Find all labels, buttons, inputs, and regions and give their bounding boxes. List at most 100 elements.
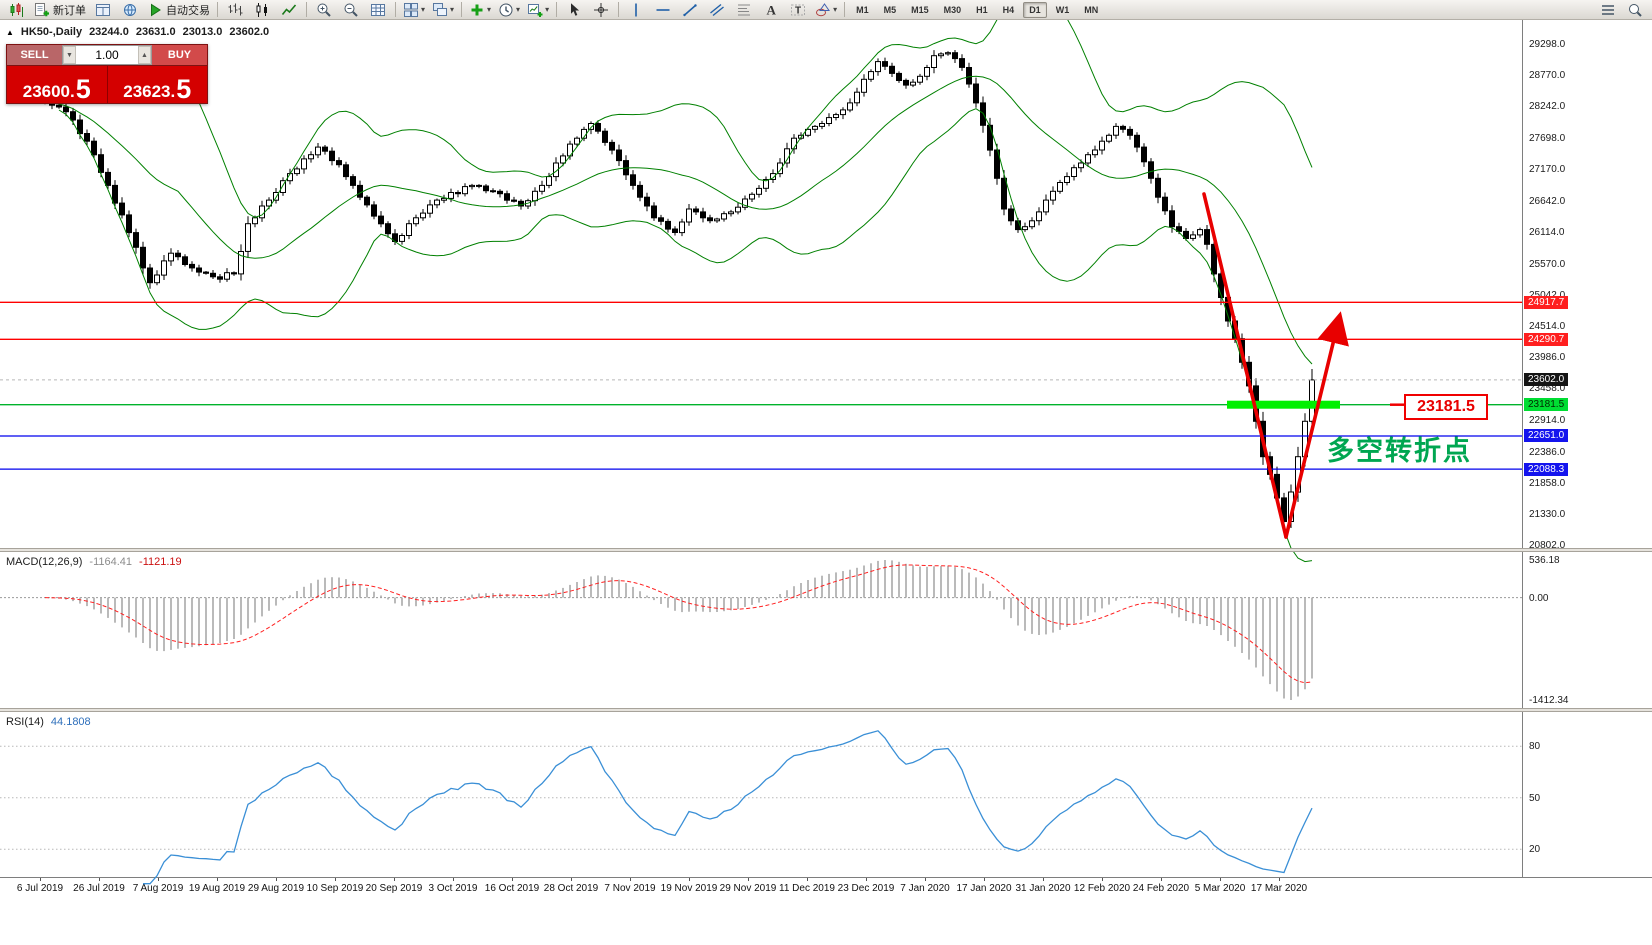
- price-axis[interactable]: 29298.0 28770.0 28242.0 27698.0 27170.0 26642…: [1522, 20, 1652, 877]
- chevron-down-icon: ▾: [545, 5, 550, 14]
- timeframe-M5-button[interactable]: M5: [883, 4, 897, 15]
- price-axis-tick: 22914.0: [1529, 415, 1566, 426]
- time-axis-label: 26 Jul 2019: [73, 883, 125, 894]
- new-chart-button[interactable]: [4, 0, 30, 20]
- price-axis-tick: 29298.0: [1529, 39, 1566, 50]
- crosshair-button[interactable]: [588, 0, 614, 20]
- price-axis-tick: 26114.0: [1529, 227, 1565, 238]
- toolbar-separator: [844, 2, 846, 17]
- line-chart-button[interactable]: [276, 0, 302, 20]
- cursor-button[interactable]: [561, 0, 587, 20]
- price-axis-tick: 28770.0: [1529, 70, 1566, 81]
- volume-decrease-button[interactable]: ▼: [63, 46, 76, 64]
- time-axis-label: 28 Oct 2019: [543, 883, 599, 894]
- tile-windows-button[interactable]: [365, 0, 391, 20]
- low-value: 23013.0: [182, 26, 223, 38]
- one-click-collapse-button[interactable]: ▲: [6, 27, 14, 37]
- timeframe-M30-button[interactable]: M30: [943, 4, 962, 15]
- time-axis-tick: [1220, 878, 1221, 881]
- panel-splitter[interactable]: [0, 548, 1652, 552]
- time-axis-label: 19 Nov 2019: [660, 883, 718, 894]
- toolbar: 新订单 自动交易 ▾ ▾ ▾ ▾ ▾ A T ▾ M1 M5 M15 M30 H1 H4 D1 W1 MN: [0, 0, 1652, 20]
- line-chart-icon: [281, 3, 297, 15]
- time-axis-tick: [40, 878, 41, 881]
- rsi-axis-label: 50: [1529, 793, 1541, 804]
- time-axis-tick: [453, 878, 454, 881]
- buy-button[interactable]: BUY: [152, 45, 207, 65]
- macd-axis-label: -1412.34: [1529, 695, 1569, 706]
- zoom-out-button[interactable]: [338, 0, 364, 20]
- timeframe-M1-button[interactable]: M1: [856, 4, 869, 15]
- price-marker-current: 23602.0: [1524, 373, 1569, 386]
- list-icon: [1602, 4, 1614, 15]
- equidistant-channel-button[interactable]: [704, 0, 730, 20]
- text-button[interactable]: A: [758, 0, 784, 20]
- time-axis-tick: [925, 878, 926, 881]
- time-axis-label: 23 Dec 2019: [837, 883, 895, 894]
- price-axis-tick: 22386.0: [1529, 447, 1566, 458]
- trendline-button[interactable]: [677, 0, 703, 20]
- volume-input[interactable]: [76, 46, 138, 64]
- cascade-icon: [433, 2, 448, 16]
- time-axis-label: 17 Mar 2020: [1250, 883, 1308, 894]
- time-axis[interactable]: 6 Jul 2019 26 Jul 2019 7 Aug 2019 19 Aug 20…: [0, 877, 1652, 945]
- bar-chart-button[interactable]: [222, 0, 248, 20]
- symbol-period-label: HK50-,Daily: [20, 26, 83, 38]
- cascade-windows-button[interactable]: ▾: [429, 0, 457, 20]
- macd-header: MACD(12,26,9) -1164.41 -1121.19: [6, 556, 182, 568]
- vline-icon: [635, 3, 637, 16]
- timeframe-M15-button[interactable]: M15: [911, 4, 929, 15]
- price-marker-blue: 22651.0: [1524, 429, 1569, 442]
- fibonacci-button[interactable]: [731, 0, 757, 20]
- macd-indicator-panel[interactable]: [0, 552, 1522, 708]
- volume-increase-button[interactable]: ▲: [138, 46, 151, 64]
- sell-price-button[interactable]: 23600. 5: [7, 66, 107, 103]
- zoom-in-button[interactable]: [311, 0, 337, 20]
- horizontal-line-button[interactable]: [650, 0, 676, 20]
- auto-trading-button[interactable]: 自动交易: [144, 0, 213, 20]
- shapes-button[interactable]: ▾: [812, 0, 840, 20]
- periods-button[interactable]: ▾: [495, 0, 523, 20]
- templates-button[interactable]: ▾: [524, 0, 552, 20]
- panel-splitter[interactable]: [0, 708, 1652, 712]
- toolbar-separator: [556, 2, 558, 17]
- text-label-button[interactable]: T: [785, 0, 811, 20]
- candlestick-chart-button[interactable]: [249, 0, 275, 20]
- macd-axis-label: 536.18: [1529, 555, 1560, 566]
- vertical-line-button[interactable]: [623, 0, 649, 20]
- high-value: 23631.0: [135, 26, 176, 38]
- time-axis-tick: [394, 878, 395, 881]
- price-chart-panel[interactable]: [0, 20, 1522, 548]
- toolbar-separator: [217, 2, 218, 17]
- hline-icon: [656, 8, 670, 11]
- arrange-windows-button[interactable]: ▾: [400, 0, 428, 20]
- new-order-button[interactable]: 新订单: [31, 0, 89, 20]
- candles-icon: [256, 2, 267, 17]
- search-icon: [1629, 3, 1642, 17]
- timeframe-W1-button[interactable]: W1: [1055, 4, 1070, 15]
- fibo-icon: [738, 4, 751, 15]
- search-button[interactable]: [1622, 0, 1648, 20]
- sell-button[interactable]: SELL: [7, 45, 62, 65]
- buy-price-button[interactable]: 23623. 5: [106, 66, 208, 103]
- support-price-callout[interactable]: 23181.5: [1404, 394, 1488, 420]
- rsi-indicator-panel[interactable]: [0, 712, 1522, 877]
- price-axis-tick: 25042.0: [1529, 290, 1565, 301]
- refresh-button[interactable]: [117, 0, 143, 20]
- indicator-list-button[interactable]: [1595, 0, 1621, 20]
- timeframe-H1-button[interactable]: H1: [976, 4, 988, 15]
- add-indicator-button[interactable]: ▾: [466, 0, 494, 20]
- chart-candle-icon: [10, 2, 23, 17]
- one-click-trading-widget: SELL ▼ ▲ BUY 23600.5 23623.5: [6, 44, 208, 104]
- time-axis-label: 7 Nov 2019: [604, 883, 656, 894]
- price-axis-tick: 20802.0: [1529, 540, 1566, 551]
- toolbar-separator: [461, 2, 463, 17]
- time-axis-tick: [1102, 878, 1103, 881]
- charts-profile-button[interactable]: [90, 0, 116, 20]
- timeframe-D1-button[interactable]: D1: [1023, 1, 1047, 18]
- time-axis-tick: [512, 878, 513, 881]
- time-axis-label: 6 Jul 2019: [16, 883, 64, 894]
- timeframe-H4-button[interactable]: H4: [1002, 4, 1015, 15]
- price-axis-tick: 28242.0: [1529, 101, 1566, 112]
- timeframe-MN-button[interactable]: MN: [1084, 4, 1099, 15]
